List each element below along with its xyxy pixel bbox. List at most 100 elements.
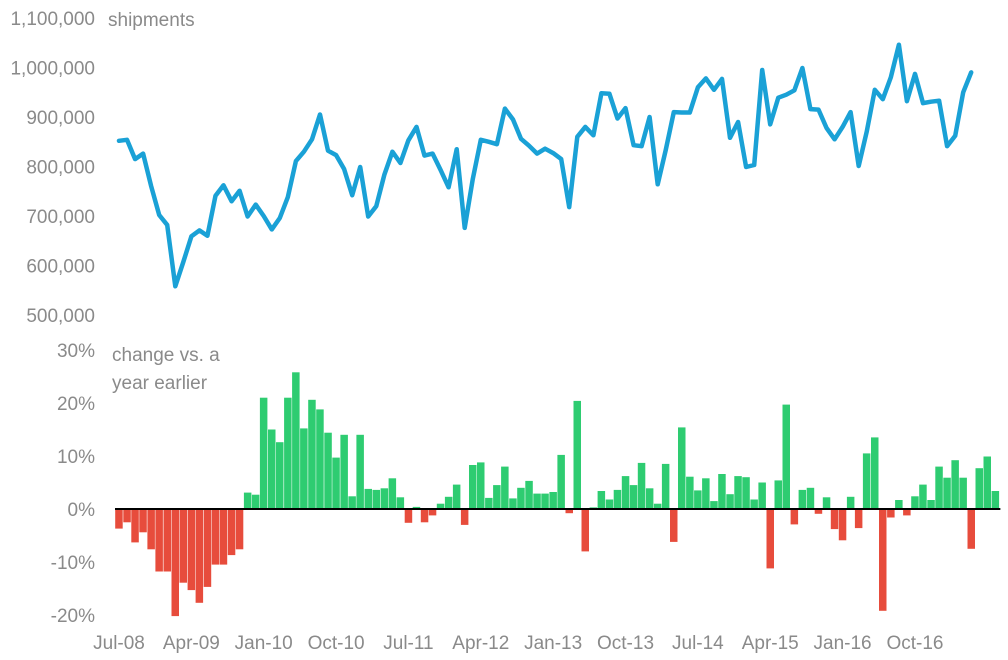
change-bar <box>983 456 991 509</box>
change-bar <box>549 492 557 509</box>
change-bar <box>235 509 244 550</box>
change-bar <box>959 477 967 509</box>
change-bar <box>268 429 276 509</box>
change-bar <box>469 465 477 509</box>
shipments-line <box>116 42 974 289</box>
shipments-y-tick: 1,100,000 <box>10 9 95 30</box>
x-tick-label: Jan-16 <box>814 633 872 654</box>
change-bar <box>332 457 340 509</box>
change-bar <box>308 399 316 509</box>
change-bar <box>895 500 903 509</box>
shipments-y-tick: 900,000 <box>26 108 95 129</box>
change-bar <box>517 487 525 509</box>
x-tick-label: Jul-08 <box>93 633 145 654</box>
change-bar <box>782 404 790 509</box>
change-bar <box>131 509 139 543</box>
change-bar <box>493 485 501 509</box>
change-bar <box>766 509 774 569</box>
change-bar <box>710 501 718 509</box>
change-bar <box>653 503 662 509</box>
change-title-line-2: year earlier <box>112 373 208 394</box>
change-bar <box>316 409 324 509</box>
change-bar <box>774 480 782 509</box>
change-bar <box>798 489 807 509</box>
x-tick-label: Apr-09 <box>163 633 220 654</box>
shipments-title: shipments <box>108 10 195 31</box>
shipments-y-tick: 600,000 <box>26 257 95 278</box>
x-tick-label: Oct-16 <box>886 633 943 654</box>
change-bar <box>645 488 654 509</box>
shipments-y-axis: 1,100,000 1,000,000 900,000 800,000 700,000 6… <box>10 9 95 327</box>
change-title-line-1: change vs. a <box>112 345 220 366</box>
change-bar <box>227 509 236 556</box>
change-bar <box>203 509 212 587</box>
change-bar <box>613 489 622 509</box>
change-bar <box>718 474 726 509</box>
change-y-tick: 10% <box>57 447 95 468</box>
change-bar <box>396 497 405 509</box>
change-bar <box>372 489 380 509</box>
change-bar <box>702 478 710 509</box>
change-bar <box>967 509 975 549</box>
change-bars <box>115 372 1000 617</box>
change-bar <box>179 509 187 583</box>
change-y-axis: 30% 20% 10% 0% -10% -20% <box>51 341 95 627</box>
change-bar <box>565 509 573 514</box>
change-bar <box>806 487 815 509</box>
change-bar <box>943 477 951 509</box>
change-bar <box>750 499 758 509</box>
change-bar <box>292 372 300 509</box>
x-tick-label: Oct-13 <box>597 633 654 654</box>
change-y-tick: -20% <box>51 606 95 627</box>
change-bar <box>115 509 123 529</box>
x-axis: Jul-08 Apr-09 Jan-10 Oct-10 Jul-11 Apr-12 Jan-… <box>93 633 943 654</box>
shipments-y-tick: 700,000 <box>26 207 95 228</box>
change-bar <box>340 434 348 509</box>
x-tick-label: Jul-11 <box>383 633 433 654</box>
change-bar <box>686 476 694 509</box>
change-bar <box>838 509 847 541</box>
change-bar <box>380 488 389 509</box>
change-bar <box>975 468 983 509</box>
change-bar <box>871 437 879 509</box>
change-bar <box>436 503 445 509</box>
change-bar <box>726 494 734 509</box>
x-tick-label: Jul-14 <box>672 633 724 654</box>
change-bar <box>259 397 268 509</box>
change-bar <box>951 460 959 509</box>
change-bar <box>211 509 220 565</box>
change-bar <box>300 428 308 509</box>
change-bar <box>581 509 589 552</box>
change-y-tick: 0% <box>68 500 96 521</box>
change-bar <box>557 454 565 509</box>
change-bar <box>444 496 453 509</box>
change-bar <box>525 480 533 509</box>
change-bar <box>147 509 155 550</box>
change-bar <box>742 477 750 509</box>
x-tick-label: Jan-10 <box>235 633 293 654</box>
change-bar <box>911 496 919 509</box>
change-bar <box>854 509 863 529</box>
change-bar <box>846 496 855 509</box>
x-tick-label: Apr-12 <box>452 633 509 654</box>
change-bar <box>629 485 638 509</box>
change-bar <box>919 484 927 509</box>
shipments-y-tick: 800,000 <box>26 158 95 179</box>
change-bar <box>678 427 686 509</box>
change-bar <box>195 509 204 603</box>
change-bar <box>123 509 131 523</box>
shipments-y-tick: 1,000,000 <box>10 59 95 80</box>
change-bar <box>324 432 332 509</box>
change-y-tick: 30% <box>57 341 95 362</box>
change-bar <box>605 499 614 509</box>
change-bar <box>477 462 485 509</box>
change-bar <box>533 493 541 509</box>
change-bar <box>790 509 799 525</box>
change-bar <box>887 509 895 518</box>
change-bar <box>830 509 839 530</box>
change-bar <box>661 463 670 509</box>
x-tick-label: Jan-13 <box>524 633 582 654</box>
change-bar <box>428 509 437 516</box>
change-bar <box>404 509 413 523</box>
change-bar <box>243 492 252 509</box>
